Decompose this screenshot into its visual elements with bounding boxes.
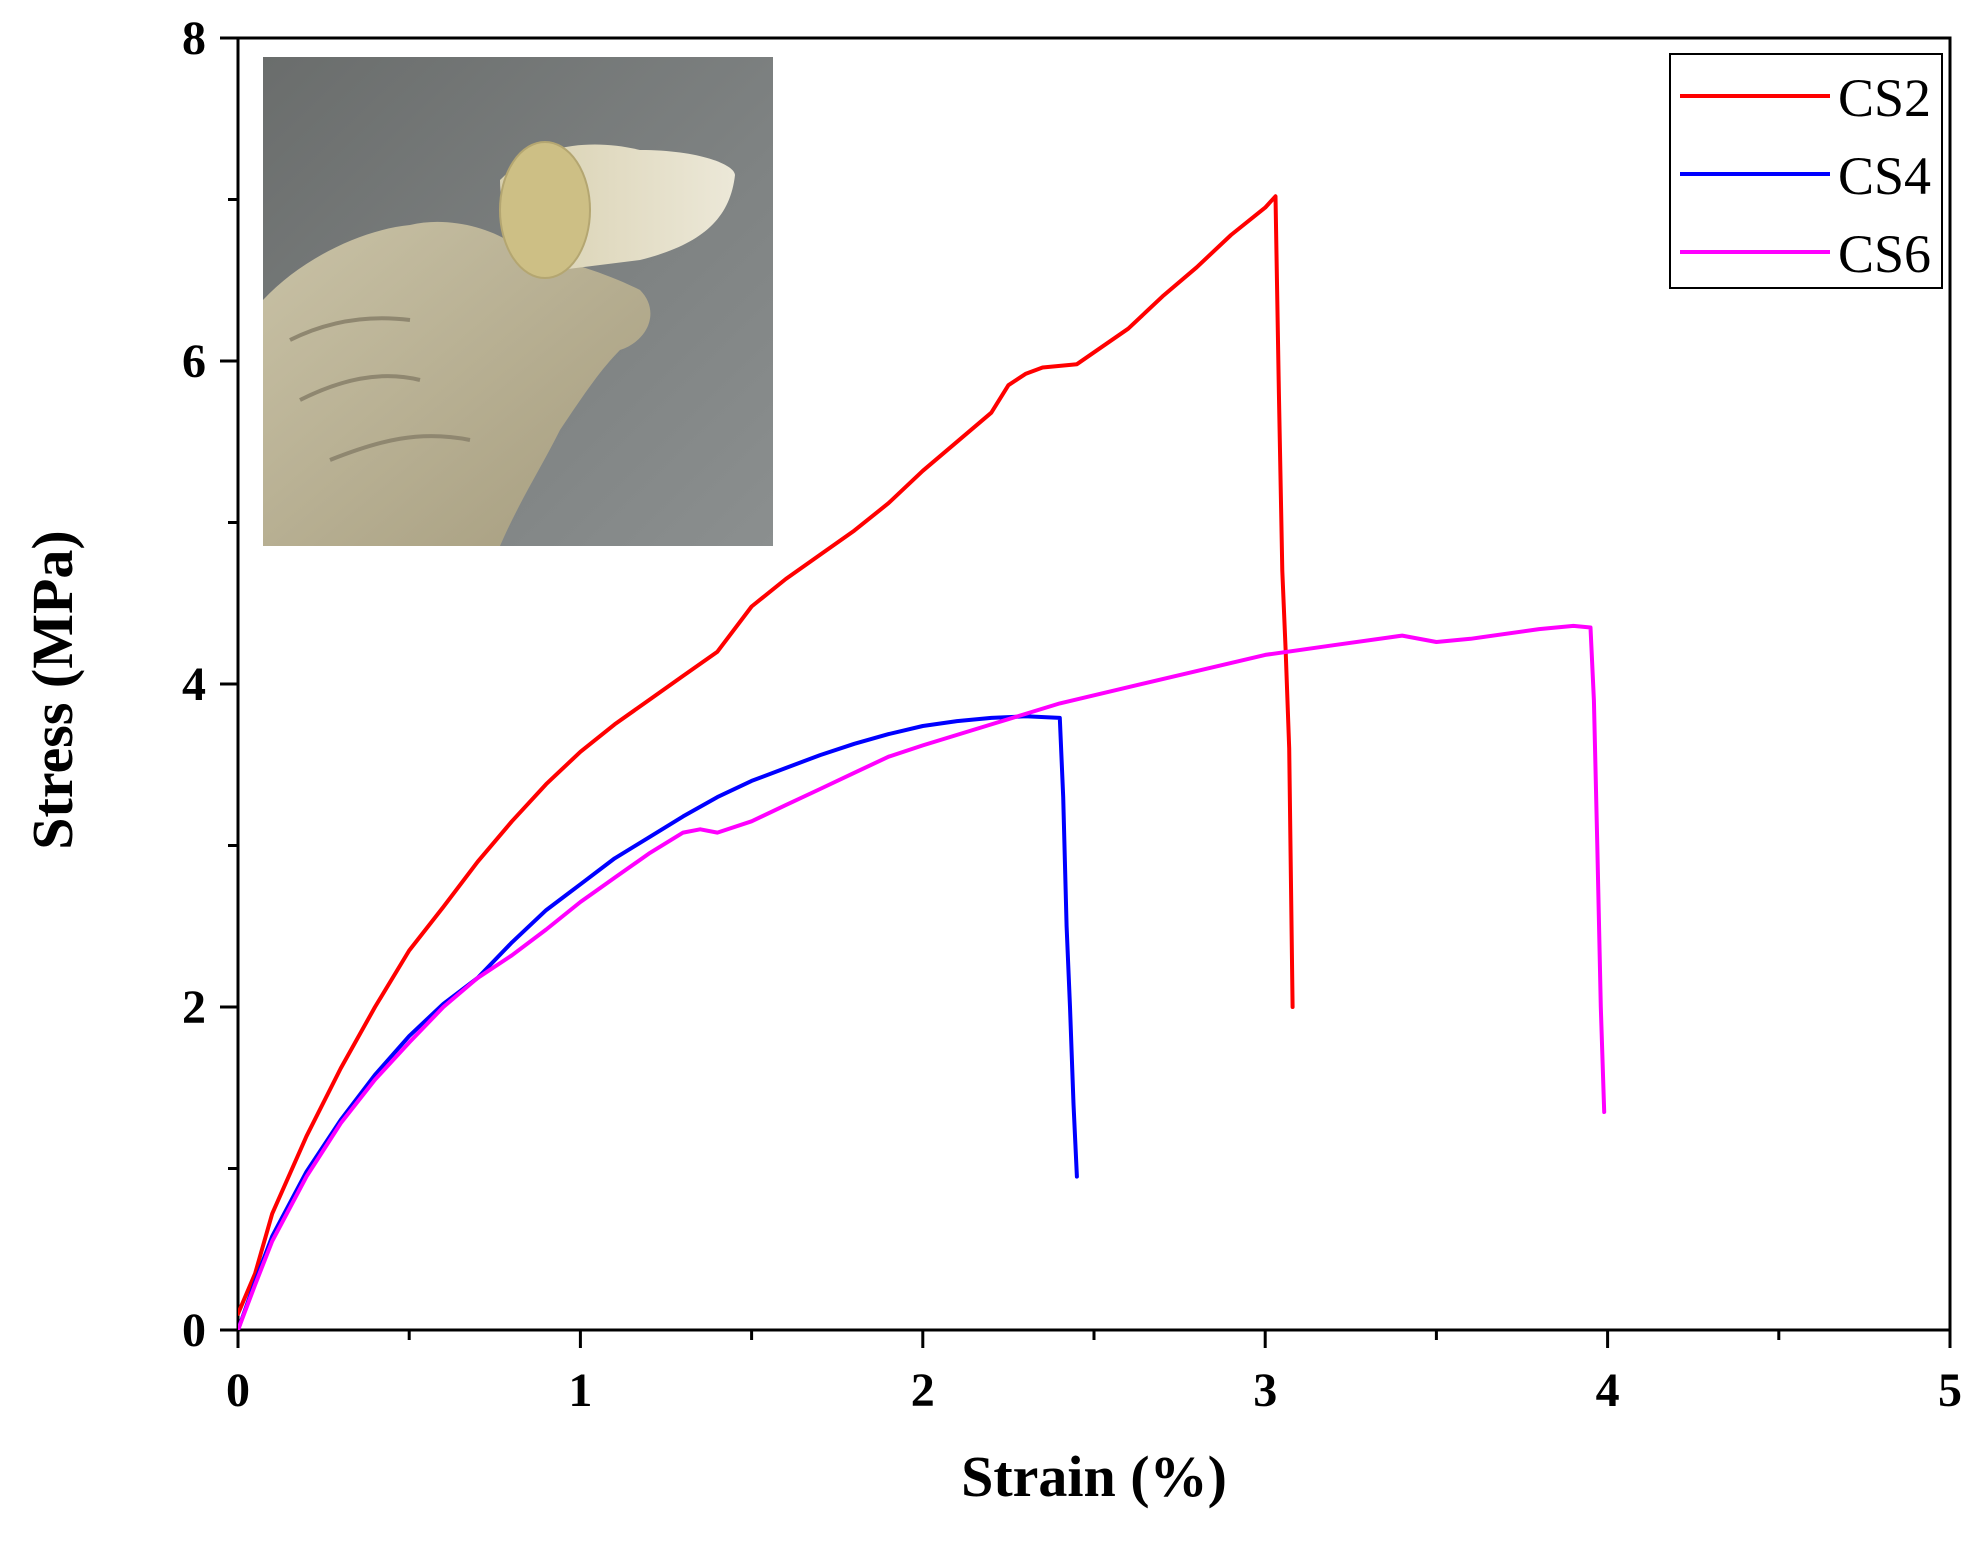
y-tick-label: 6: [182, 335, 206, 388]
axis-ticks: [220, 36, 1952, 1348]
y-tick-label: 0: [182, 1304, 206, 1357]
glove-shape: [263, 221, 651, 546]
x-tick-label: 0: [226, 1364, 250, 1417]
series-line-cs4: [238, 714, 1079, 1330]
x-axis-title: Strain (%): [961, 1444, 1227, 1509]
x-tick-label: 4: [1596, 1364, 1620, 1417]
x-tick-label: 2: [911, 1364, 935, 1417]
y-tick-label: 8: [182, 12, 206, 65]
legend: CS2 CS4 CS6: [1669, 53, 1943, 289]
series-line-cs2: [238, 194, 1295, 1316]
axis-tick-labels: 0 1 2 3 4 5 0 2 4 6 8: [182, 12, 1962, 1417]
y-axis-title: Stress (MPa): [20, 530, 85, 849]
legend-label-cs6: CS6: [1838, 224, 1931, 284]
x-tick-label: 5: [1938, 1364, 1962, 1417]
inset-photo: [263, 57, 773, 546]
y-tick-label: 2: [182, 981, 206, 1034]
series-line-cs6: [238, 623, 1607, 1330]
legend-box: [1669, 53, 1943, 289]
legend-label-cs2: CS2: [1838, 68, 1931, 128]
x-tick-label: 3: [1253, 1364, 1277, 1417]
x-tick-label: 1: [568, 1364, 592, 1417]
series-layer: [238, 194, 1607, 1330]
legend-label-cs4: CS4: [1838, 146, 1931, 206]
y-tick-label: 4: [182, 658, 206, 711]
